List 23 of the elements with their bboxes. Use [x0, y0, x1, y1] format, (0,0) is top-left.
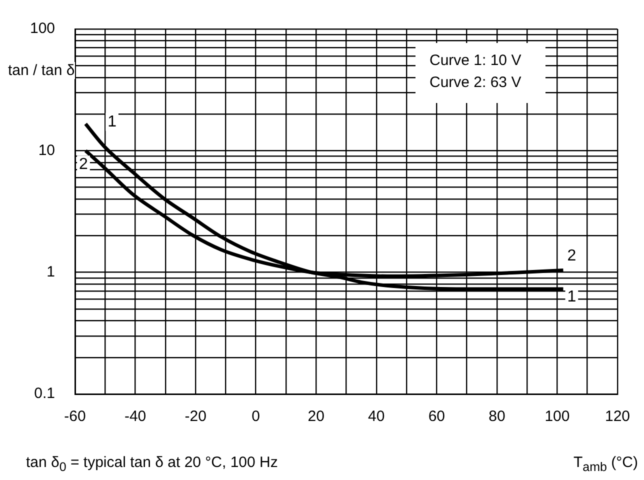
x-tick-label: 40	[368, 408, 385, 426]
y-tick-label: 1	[46, 263, 56, 280]
series-label: 2	[79, 156, 88, 174]
x-tick-label: -40	[124, 408, 146, 426]
x-tick-label: 80	[488, 408, 506, 426]
x-tick-label: 0	[252, 408, 260, 426]
x-tick-label: -20	[184, 408, 206, 426]
y-axis-title: tan / tan δ	[8, 62, 75, 79]
x-tick-label: 60	[428, 408, 446, 426]
x-tick-label: 20	[308, 408, 324, 426]
y-tick-label: 0.1	[34, 385, 56, 402]
series-label: 1	[567, 288, 576, 306]
x-tick-label: -60	[64, 408, 86, 426]
text: 2	[567, 248, 576, 265]
x-axis-title: T$_{amb}$ (°C)	[574, 454, 638, 474]
text: tan δ$_{0}$ = typical tan δ at 20 °C, 100 Hz	[26, 454, 278, 474]
text: 1	[108, 113, 116, 130]
x-tick-label: 100	[544, 408, 570, 426]
annotation: Curve 1: 10 V	[429, 52, 522, 70]
y-tick-label: 100	[30, 20, 56, 38]
x-tick-label: 120	[604, 408, 630, 426]
y-tick-label: 10	[38, 142, 56, 159]
annotation: Curve 2: 63 V	[429, 74, 522, 92]
